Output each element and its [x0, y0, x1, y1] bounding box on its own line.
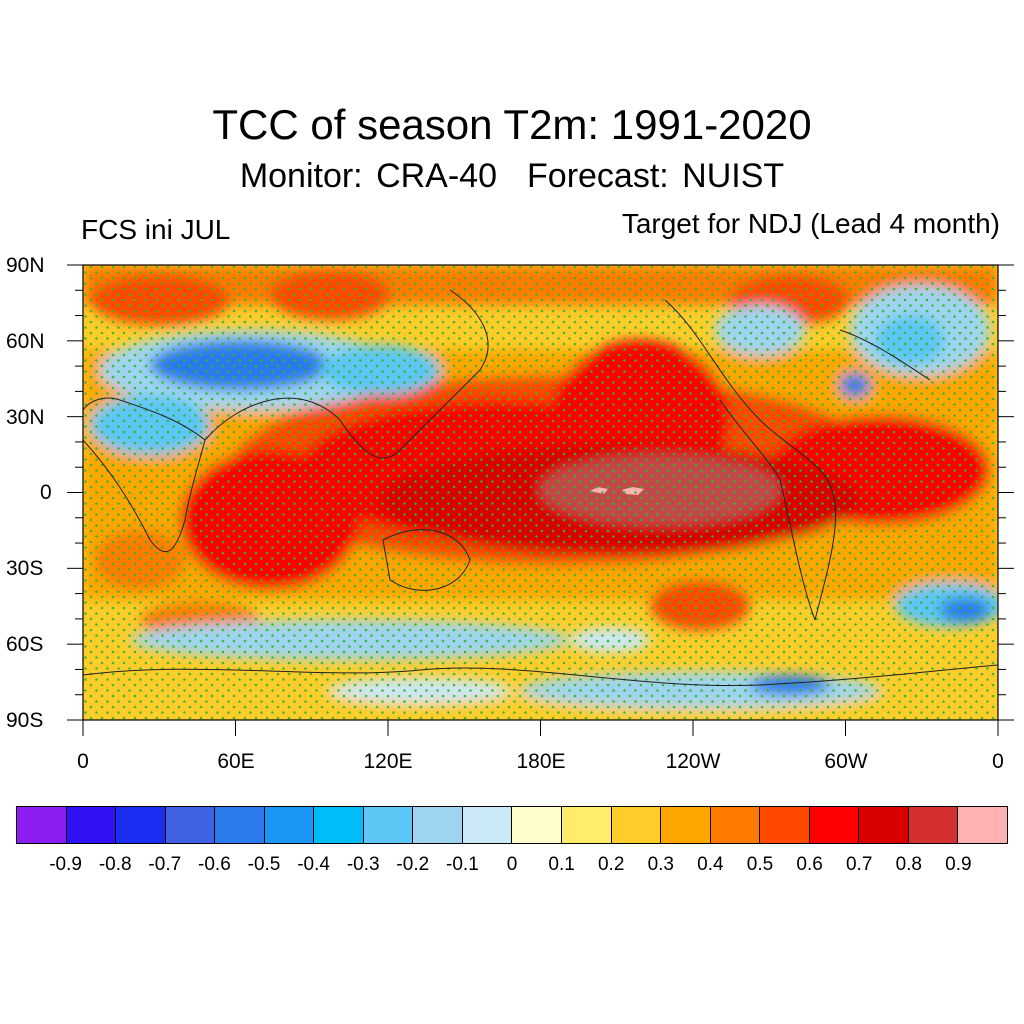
lat-label-90s: 90S: [6, 709, 44, 732]
colorbar-label: 0.4: [697, 854, 724, 875]
colorbar-box: [908, 807, 959, 843]
lat-label-60n: 60N: [6, 330, 45, 353]
monitor-label: Monitor: CRA-40: [239, 157, 498, 195]
colorbar-label: 0.9: [945, 854, 972, 875]
forecast-label: Forecast: NUIST: [527, 157, 785, 195]
field-layer: [83, 265, 998, 720]
colorbar-label: 0.8: [895, 854, 923, 875]
colorbar-label: 0.2: [597, 854, 625, 875]
lon-label-0: 0: [77, 750, 89, 773]
colorbar-label: -0.5: [247, 854, 281, 875]
colorbar-box: [760, 807, 810, 843]
colorbar-box: [562, 807, 612, 843]
lat-label-30n: 30N: [6, 406, 45, 429]
lat-label-eq: 0: [40, 481, 52, 504]
target-label: Target for NDJ (Lead 4 month): [621, 208, 1000, 239]
lat-label-90n: 90N: [6, 254, 45, 277]
colorbar-box: [859, 807, 909, 843]
colorbar-box: [710, 807, 761, 843]
lat-label-60s: 60S: [6, 633, 44, 656]
colorbar: [16, 806, 1008, 844]
colorbar-box: [958, 807, 1007, 843]
colorbar-label: 0.5: [746, 854, 774, 875]
colorbar-label: -0.9: [49, 854, 82, 875]
lon-label-180e: 180E: [516, 750, 566, 773]
colorbar-box: [165, 807, 216, 843]
colorbar-box: [611, 807, 662, 843]
colorbar-box: [314, 807, 364, 843]
colorbar-label: -0.2: [396, 854, 430, 875]
colorbar-box: [661, 807, 711, 843]
colorbar-box: [17, 807, 67, 843]
axis-ticks: [67, 264, 1014, 736]
lon-label-120e: 120E: [363, 750, 413, 773]
lat-label-30s: 30S: [6, 557, 44, 580]
colorbar-box: [215, 807, 265, 843]
colorbar-label: -0.1: [446, 854, 479, 875]
colorbar-box: [66, 807, 117, 843]
init-label: FCS ini JUL: [81, 214, 231, 245]
colorbar-box: [512, 807, 563, 843]
chart-subtitle: Monitor: CRA-40 Forecast: NUIST: [0, 156, 1024, 196]
colorbar-box: [413, 807, 463, 843]
colorbar-label: -0.3: [346, 854, 380, 875]
colorbar-label: 0: [506, 854, 518, 875]
colorbar-box: [462, 807, 513, 843]
colorbar-label: -0.6: [198, 854, 231, 875]
colorbar-box: [809, 807, 860, 843]
colorbar-label: -0.4: [297, 854, 330, 875]
colorbar-label: -0.7: [148, 854, 182, 875]
colorbar-box: [264, 807, 315, 843]
correlation-map: [67, 264, 1014, 736]
lon-label-120w: 120W: [665, 750, 721, 773]
colorbar-label: 0.1: [548, 854, 575, 875]
lon-label-60e: 60E: [217, 750, 255, 773]
lon-label-60w: 60W: [824, 750, 868, 773]
colorbar-box: [116, 807, 166, 843]
chart-title: TCC of season T2m: 1991-2020: [212, 101, 812, 148]
colorbar-label: -0.8: [98, 854, 132, 875]
colorbar-label: 0.3: [647, 854, 675, 875]
colorbar-label: 0.7: [845, 854, 873, 875]
lon-label-0-east: 0: [992, 750, 1004, 773]
colorbar-label: 0.6: [796, 854, 823, 875]
colorbar-box: [363, 807, 414, 843]
